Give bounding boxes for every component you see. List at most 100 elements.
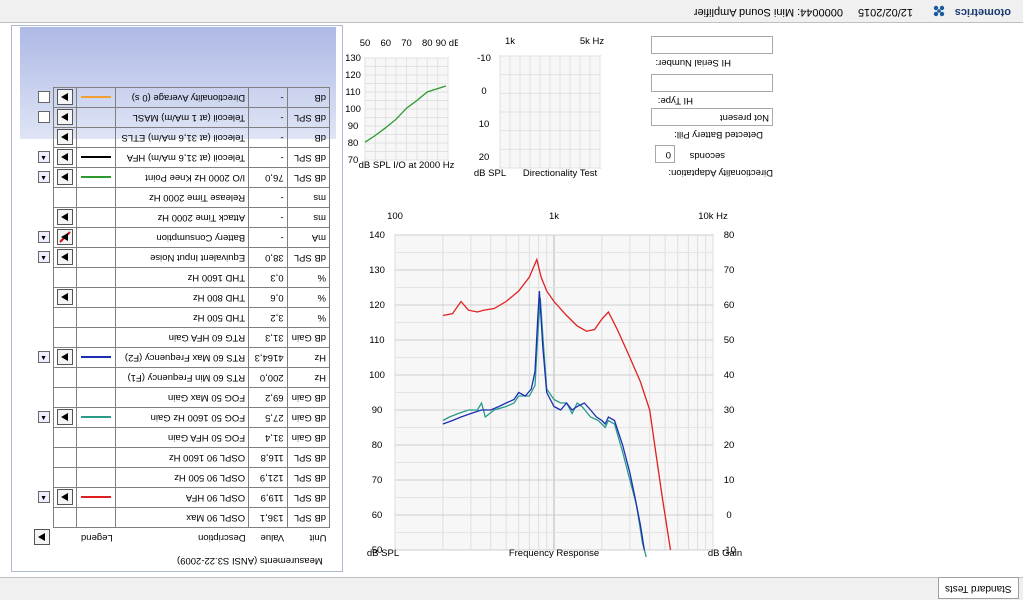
table-row[interactable]: dB SPL 38,0 Equivalent Input Noise ▲ — [31, 247, 330, 268]
y2-tick-label: 60 — [724, 300, 735, 311]
collapse-arrow-icon[interactable]: ▲ — [37, 171, 50, 183]
measurements-group-title: Measurements (ANSI S3.22-2009) — [177, 555, 323, 566]
collapse-arrow-icon[interactable]: ▲ — [37, 231, 50, 243]
measurement-description: FOG 50 1600 Hz Gain — [115, 407, 249, 428]
series-line — [442, 257, 672, 551]
play-measurement-button[interactable] — [56, 149, 73, 166]
measurement-unit: Hz — [287, 347, 330, 368]
collapse-arrow-icon[interactable]: ▲ — [37, 411, 50, 423]
tab-standard-tests[interactable]: Standard Tests — [938, 577, 1019, 599]
y-tick-label: 100 — [345, 104, 361, 115]
play-measurement-button[interactable] — [56, 169, 73, 186]
measurement-unit: % — [287, 307, 330, 328]
table-row[interactable]: Hz 4164,3 RTS 60 Max Frequency (F2) ▲ — [31, 347, 330, 368]
y-tick-label: 50 — [372, 545, 383, 556]
x-axis-label: Directionality Test — [523, 168, 598, 179]
measurement-unit: dB SPL — [287, 447, 330, 468]
x-tick-label: 100 — [387, 211, 403, 222]
table-row[interactable]: dB SPL 76,0 I/O 2000 Hz Knee Point ▲ — [31, 167, 330, 188]
measurement-description: Directionality Average (0 s) — [115, 87, 249, 108]
collapse-arrow-icon[interactable]: ▲ — [37, 151, 50, 163]
measurement-value: 4164,3 — [248, 347, 288, 368]
measurement-unit: dB SPL — [287, 467, 330, 488]
y-tick-label: 110 — [369, 335, 384, 346]
expand-cell — [31, 288, 54, 308]
play-measurement-button[interactable] — [56, 109, 73, 126]
measurement-unit: dB SPL — [287, 167, 330, 188]
legend-swatch-cell — [76, 267, 116, 288]
include-checkbox[interactable] — [37, 91, 50, 104]
directionality-adaptation-label: Directionality Adaptation: — [668, 167, 773, 178]
table-row[interactable]: dB SPL - Telecoil (at 1 mA/m) MASL — [31, 107, 330, 128]
play-measurement-button[interactable] — [56, 489, 73, 506]
table-row[interactable]: dB Gain 69,2 FOG 50 Max Gain — [31, 387, 330, 408]
legend-swatch-cell — [76, 107, 116, 128]
play-all-button[interactable] — [34, 529, 51, 546]
play-measurement-button[interactable] — [56, 289, 73, 306]
hi-serial-number-field[interactable] — [651, 36, 773, 54]
play-measurement-button[interactable] — [56, 89, 73, 106]
disabled-cross-icon — [59, 231, 71, 244]
table-row[interactable]: dB SPL 121,9 OSPL 90 500 Hz — [31, 467, 330, 488]
play-measurement-button[interactable] — [56, 409, 73, 426]
x-tick-label: 80 — [422, 38, 433, 49]
legend-swatch-cell — [76, 367, 116, 388]
table-row[interactable]: Hz 200,0 RTS 60 Min Frequency (F1) — [31, 367, 330, 388]
expand-cell: ▲ — [31, 248, 54, 268]
legend-swatch-cell — [76, 347, 116, 368]
table-row[interactable]: % 0,3 THD 1600 Hz — [31, 267, 330, 288]
measurement-description: FOG 50 Max Gain — [115, 387, 249, 408]
table-row[interactable]: dB SPL - Telecoil (at 31,6 mA/m) HFA ▲ — [31, 147, 330, 168]
table-row[interactable]: ms - Release Time 2000 Hz — [31, 187, 330, 208]
play-measurement-button[interactable] — [56, 249, 73, 266]
hi-type-field[interactable] — [651, 74, 773, 92]
play-measurement-button[interactable] — [56, 229, 73, 246]
table-row[interactable]: dB SPL 136,1 OSPL 90 Max — [31, 507, 330, 528]
collapse-arrow-icon[interactable]: ▲ — [37, 351, 50, 363]
table-row[interactable]: mA - Battery Consumption ▲ — [31, 227, 330, 248]
table-row[interactable]: dB SPL 116,8 OSPL 90 1600 Hz — [31, 447, 330, 468]
play-measurement-button[interactable] — [56, 349, 73, 366]
table-row[interactable]: dB SPL 119,9 OSPL 90 HFA ▲ — [31, 487, 330, 508]
table-row[interactable]: dB - Directionality Average (0 s) — [31, 87, 330, 108]
play-measurement-button[interactable] — [56, 209, 73, 226]
play-cell — [53, 467, 77, 488]
measurement-value: 31,4 — [248, 427, 288, 448]
brand-icon — [933, 5, 945, 17]
expand-cell — [31, 388, 54, 408]
y-tick-label: 80 — [372, 440, 383, 451]
measurement-unit: dB SPL — [287, 507, 330, 528]
play-cell — [53, 227, 77, 248]
expand-cell — [31, 188, 54, 208]
measurement-description: Release Time 2000 Hz — [115, 187, 249, 208]
play-cell — [53, 447, 77, 468]
table-row[interactable]: % 3,2 THD 500 Hz — [31, 307, 330, 328]
measurement-value: 38,0 — [248, 247, 288, 268]
table-row[interactable]: dB - Telecoil (at 31,6 mA/m) ETLS — [31, 127, 330, 148]
measurement-unit: % — [287, 267, 330, 288]
measurement-description: THD 800 Hz — [115, 287, 249, 308]
measurement-description: OSPL 90 Max — [115, 507, 249, 528]
collapse-arrow-icon[interactable]: ▲ — [37, 491, 50, 503]
y-tick-label: 130 — [345, 53, 361, 64]
directionality-adaptation-field[interactable]: 0 — [655, 145, 675, 163]
expand-cell: ▲ — [31, 488, 54, 508]
measurement-unit: dB Gain — [287, 427, 330, 448]
table-row[interactable]: % 0,6 THD 800 Hz — [31, 287, 330, 308]
measurement-value: 0,6 — [248, 287, 288, 308]
play-cell — [53, 267, 77, 288]
measurements-panel: Measurements (ANSI S3.22-2009) Unit Value… — [11, 25, 343, 572]
table-row[interactable]: dB Gain 31,3 RTG 60 HFA Gain — [31, 327, 330, 348]
play-measurement-button[interactable] — [56, 129, 73, 146]
table-row[interactable]: ms - Attack Time 2000 Hz — [31, 207, 330, 228]
measurement-unit: ms — [287, 187, 330, 208]
expand-cell — [31, 368, 54, 388]
include-checkbox[interactable] — [37, 111, 50, 124]
collapse-arrow-icon[interactable]: ▲ — [37, 251, 50, 263]
play-cell — [53, 327, 77, 348]
tab-label: Standard Tests — [945, 583, 1012, 594]
table-row[interactable]: dB Gain 27,5 FOG 50 1600 Hz Gain ▲ — [31, 407, 330, 428]
table-row[interactable]: dB Gain 31,4 FOG 50 HFA Gain — [31, 427, 330, 448]
expand-cell — [31, 308, 54, 328]
